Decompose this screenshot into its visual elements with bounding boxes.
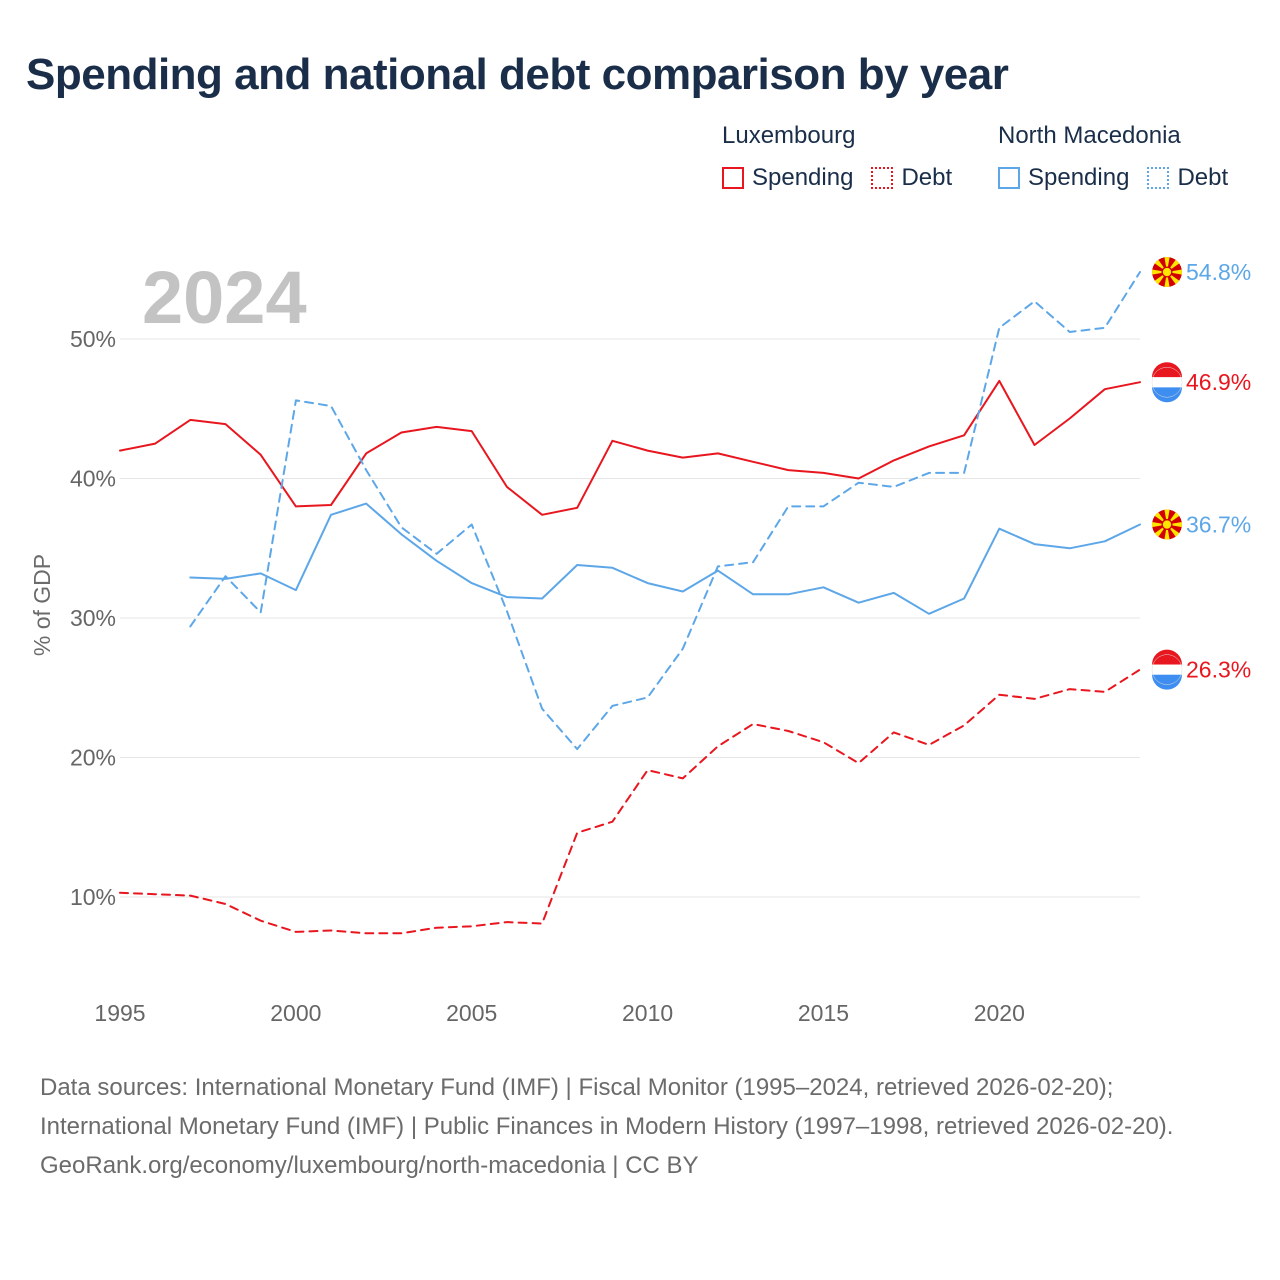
- credit-link[interactable]: GeoRank.org/economy/luxembourg/north-mac…: [40, 1152, 699, 1179]
- y-tick-label: 40%: [70, 466, 116, 492]
- legend-item-luxembourg-spending[interactable]: Spending: [722, 164, 853, 192]
- series-line-luxembourg-spending[interactable]: [119, 379, 1141, 516]
- y-tick-label: 20%: [70, 745, 116, 771]
- year-watermark: 2024: [142, 256, 307, 339]
- series-line-north-macedonia-debt[interactable]: [189, 271, 1141, 751]
- x-tick-label: 2020: [974, 1000, 1025, 1026]
- data-sources: Data sources: International Monetary Fun…: [40, 1074, 1174, 1140]
- end-value-label: 36.7%: [1186, 512, 1251, 538]
- x-tick-label: 2010: [622, 1000, 673, 1026]
- x-tick-label: 2015: [798, 1000, 849, 1026]
- north-macedonia-flag-icon: [1152, 509, 1182, 540]
- legend-label: Debt: [901, 164, 953, 191]
- legend-north-macedonia: North Macedonia Spending Debt: [998, 122, 1246, 192]
- chart-title: Spending and national debt comparison by…: [26, 50, 1009, 99]
- legend-country-luxembourg: Luxembourg: [722, 122, 856, 149]
- x-tick-label: 2000: [270, 1000, 321, 1026]
- legend-swatch-dotted-icon: [1147, 167, 1170, 189]
- legend-swatch-solid-icon: [722, 167, 744, 189]
- legend-item-luxembourg-debt[interactable]: Debt: [871, 164, 952, 192]
- y-tick-label: 30%: [70, 605, 116, 631]
- y-axis-label: % of GDP: [29, 554, 55, 656]
- y-tick-label: 10%: [70, 884, 116, 910]
- y-tick-label: 50%: [70, 326, 116, 352]
- x-tick-label: 1995: [94, 1000, 145, 1026]
- end-value-label: 26.3%: [1186, 657, 1251, 683]
- legend-item-north-macedonia-spending[interactable]: Spending: [998, 164, 1129, 192]
- north-macedonia-flag-icon: [1152, 257, 1182, 288]
- x-tick-label: 2005: [446, 1000, 497, 1026]
- luxembourg-flag-icon: [1151, 362, 1183, 403]
- series-line-luxembourg-debt[interactable]: [119, 668, 1141, 935]
- footer: Data sources: International Monetary Fun…: [40, 1068, 1240, 1185]
- legend-label: Spending: [1028, 164, 1130, 191]
- line-chart: 10%20%30%40%50%1995 2000 2005 2010 2015 2020 …: [29, 256, 1251, 1026]
- legend-luxembourg: Luxembourg Spending Debt: [722, 122, 970, 192]
- legend-swatch-solid-icon: [998, 167, 1020, 189]
- legend-label: Spending: [752, 164, 854, 191]
- legend-country-north-macedonia: North Macedonia: [998, 122, 1181, 149]
- legend-item-north-macedonia-debt[interactable]: Debt: [1147, 164, 1228, 192]
- legend-swatch-dotted-icon: [871, 167, 894, 189]
- series-line-north-macedonia-spending[interactable]: [189, 502, 1141, 615]
- legend-label: Debt: [1177, 164, 1229, 191]
- end-value-label: 54.8%: [1186, 259, 1251, 285]
- end-value-label: 46.9%: [1186, 369, 1251, 395]
- luxembourg-flag-icon: [1151, 649, 1183, 690]
